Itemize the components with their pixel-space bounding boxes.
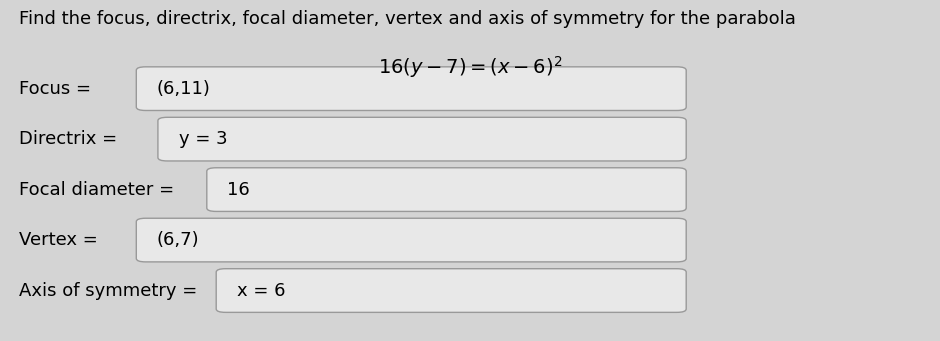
Text: (6,7): (6,7)	[157, 231, 199, 249]
Text: 16: 16	[227, 181, 250, 198]
Text: x = 6: x = 6	[237, 282, 286, 299]
Text: Vertex =: Vertex =	[19, 231, 103, 249]
FancyBboxPatch shape	[216, 269, 686, 312]
FancyBboxPatch shape	[158, 117, 686, 161]
Text: Directrix =: Directrix =	[19, 130, 123, 148]
Text: (6,11): (6,11)	[157, 80, 211, 98]
Text: Focal diameter =: Focal diameter =	[19, 181, 180, 198]
Text: y = 3: y = 3	[179, 130, 227, 148]
Text: Axis of symmetry =: Axis of symmetry =	[19, 282, 203, 299]
FancyBboxPatch shape	[136, 67, 686, 110]
Text: $16(y-7)=(x-6)^2$: $16(y-7)=(x-6)^2$	[378, 55, 562, 80]
Text: Focus =: Focus =	[19, 80, 97, 98]
FancyBboxPatch shape	[207, 168, 686, 211]
Text: Find the focus, directrix, focal diameter, vertex and axis of symmetry for the p: Find the focus, directrix, focal diamete…	[19, 10, 795, 28]
FancyBboxPatch shape	[136, 218, 686, 262]
